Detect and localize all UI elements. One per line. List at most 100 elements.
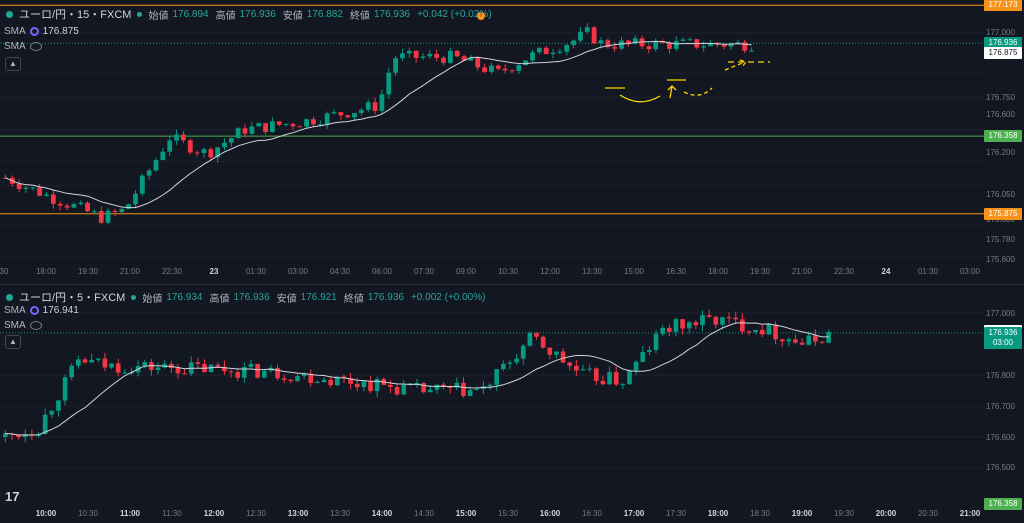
top-time-tick: 30	[0, 267, 9, 276]
bottom-price-tick: 176.800	[986, 371, 1015, 380]
top-candle-body	[536, 47, 542, 53]
top-price-tick: 175.780	[986, 235, 1015, 244]
top-time-tick: 21:00	[119, 267, 141, 276]
bottom-candle-body	[102, 358, 108, 368]
top-candle-body	[687, 39, 693, 41]
top-candle-body	[584, 27, 590, 32]
bottom-time-tick: 20:00	[875, 509, 897, 518]
top-candle-body	[181, 134, 186, 141]
open-label: 始値	[148, 10, 169, 22]
bottom-candle-body	[427, 389, 433, 393]
bottom-candle-body	[520, 345, 526, 359]
bottom-candle-body	[255, 363, 260, 378]
bottom-time-tick: 19:00	[791, 509, 813, 518]
bottom-price-badge: 176.936 03:00	[984, 326, 1022, 349]
top-time-tick: 01:30	[245, 267, 267, 276]
market-open-icon	[137, 11, 143, 17]
top-time-tick: 18:00	[707, 267, 729, 276]
bottom-candle-body	[806, 335, 812, 345]
bottom-candle-body	[361, 381, 367, 388]
sma-indicator-2[interactable]: SMA	[4, 320, 42, 331]
bottom-time-tick: 17:00	[623, 509, 645, 518]
bottom-symbol[interactable]: ユーロ/円・5・FXCM	[19, 292, 126, 304]
indicator-settings-icon[interactable]	[29, 27, 39, 36]
top-chart-canvas[interactable]	[0, 0, 1024, 284]
bottom-price-axis[interactable]: 177.000176.900176.800176.700176.600176.5…	[984, 285, 1024, 523]
bottom-candle-body	[434, 384, 440, 390]
bottom-candle-body	[421, 383, 426, 393]
bottom-candle-body	[740, 319, 745, 332]
top-symbol[interactable]: ユーロ/円・15・FXCM	[19, 9, 132, 21]
bottom-candle-body	[394, 387, 400, 395]
bottom-candle-body	[534, 332, 539, 337]
bottom-candle-body	[16, 434, 21, 438]
top-time-tick: 04:30	[329, 267, 351, 276]
bottom-candle-body	[507, 362, 513, 364]
sma-indicator-1[interactable]: SMA 176.875	[4, 26, 79, 37]
top-candle-body	[557, 51, 563, 53]
top-candle-body	[646, 46, 652, 50]
bottom-candle-body	[733, 317, 739, 320]
top-candle-body	[523, 60, 529, 66]
bottom-candle-body	[547, 347, 553, 355]
bottom-candle-body	[368, 381, 373, 392]
bottom-candle-body	[647, 349, 652, 353]
top-candle-body	[283, 123, 289, 125]
top-candle-body	[297, 126, 303, 128]
top-candle-body	[673, 40, 679, 49]
pane-separator[interactable]	[0, 284, 1024, 285]
bottom-time-axis[interactable]: 10:00 10:30 11:00 11:30 12:00 12:30 13:00 13:30…	[0, 509, 980, 523]
bottom-candle-body	[726, 317, 732, 319]
bottom-price-tick: 176.500	[986, 463, 1015, 472]
event-flag-icon[interactable]: !	[477, 12, 485, 20]
bottom-candle-body	[95, 358, 101, 360]
hidden-eye-icon[interactable]	[29, 42, 42, 51]
top-candle-body	[64, 205, 70, 208]
top-candle-body	[222, 142, 227, 148]
top-candle-body	[304, 119, 310, 127]
top-time-tick: 06:00	[371, 267, 393, 276]
top-time-tick: 22:30	[161, 267, 183, 276]
tradingview-logo[interactable]: 17	[5, 489, 20, 504]
bottom-chart-canvas[interactable]	[0, 285, 1024, 523]
bottom-time-tick: 11:00	[119, 509, 141, 518]
top-candle-body	[194, 152, 200, 154]
bottom-time-tick: 13:30	[329, 509, 351, 518]
top-time-axis[interactable]: 30 18:00 19:30 21:00 22:30 23 01:30 03:00 04:30 0…	[0, 267, 980, 281]
top-candle-body	[263, 123, 268, 132]
top-candle-body	[16, 183, 22, 189]
top-price-badge: 176.358	[984, 130, 1022, 143]
top-candle-body	[365, 102, 371, 110]
bottom-candle-body	[109, 363, 114, 368]
bottom-candle-body	[593, 368, 599, 381]
top-candle-body	[44, 194, 49, 196]
bottom-candle-body	[474, 389, 480, 391]
bottom-candle-body	[195, 362, 201, 364]
bottom-candle-body	[819, 341, 825, 343]
sma-indicator-1[interactable]: SMA 176.941	[4, 305, 79, 316]
collapse-legend-button[interactable]: ▲	[5, 57, 21, 71]
bottom-candle-body	[89, 359, 94, 363]
hidden-eye-icon[interactable]	[29, 321, 42, 330]
top-candle-body	[290, 123, 296, 127]
bottom-time-tick: 13:00	[287, 509, 309, 518]
top-candle-body	[632, 38, 638, 44]
collapse-legend-button[interactable]: ▲	[5, 335, 21, 349]
bottom-candle-body	[766, 324, 772, 335]
top-candle-body	[612, 47, 618, 49]
top-candle-body	[701, 46, 707, 48]
bottom-candle-body	[288, 379, 294, 382]
top-candle-body	[598, 40, 604, 44]
top-time-tick: 19:30	[77, 267, 99, 276]
bottom-candle-body	[168, 363, 174, 368]
top-time-tick: 13:30	[581, 267, 603, 276]
bottom-candle-body	[580, 369, 586, 371]
high-value: 176.936	[239, 8, 276, 20]
bottom-time-tick: 11:30	[162, 509, 182, 518]
chart-pane-15min[interactable]: ユーロ/円・15・FXCM 始値 176.894 高値 176.936 安値 176.…	[0, 0, 1024, 284]
bottom-candle-body	[401, 384, 407, 395]
low-value: 176.921	[300, 291, 337, 303]
indicator-settings-icon[interactable]	[29, 306, 39, 315]
sma-indicator-2[interactable]: SMA	[4, 41, 42, 52]
chart-pane-5min[interactable]: ユーロ/円・5・FXCM 始値 176.934 高値 176.936 安値 176.9…	[0, 285, 1024, 523]
